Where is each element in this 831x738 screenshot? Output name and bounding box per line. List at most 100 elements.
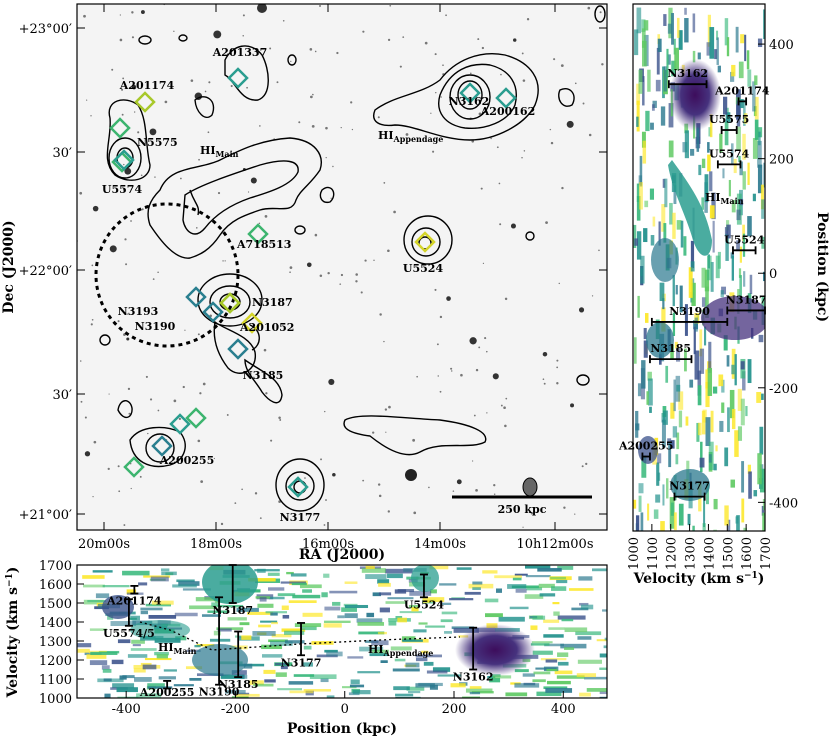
sky-map-background — [77, 4, 607, 530]
bottom-panel-emission-main — [102, 565, 535, 676]
bottom-panel-frame — [76, 564, 608, 699]
map-extra-marker — [169, 413, 191, 435]
sky-map-xlabel: RA (J2000) — [299, 547, 385, 563]
bottom-ytick-5: 1500 — [39, 597, 72, 612]
right-ytick-4: -400 — [769, 496, 798, 511]
bottom-label-1: A201174 — [106, 595, 162, 608]
bottom-xtick-4: 400 — [551, 702, 576, 717]
ra-tick-0: 20m00s — [78, 537, 130, 552]
dec-tick-1: 30′ — [53, 146, 73, 161]
dec-tick-0: +23°00′ — [19, 22, 72, 37]
right-xtick-7: 1700 — [759, 537, 774, 570]
right-ytick-3: -200 — [769, 382, 798, 397]
map-marker-N5575 — [109, 117, 131, 139]
map-label-N3177: N3177 — [280, 511, 321, 524]
map-extra-marker — [185, 286, 207, 308]
right-panel-emission-main — [638, 59, 765, 501]
ra-tick-3: 14m00s — [414, 537, 466, 552]
map-marker-N3177 — [287, 476, 309, 498]
right-ytick-2: 0 — [769, 267, 777, 282]
map-extra-marker — [123, 456, 145, 478]
map-marker-A201052 — [241, 312, 263, 334]
map-label-A718513: A718513 — [236, 238, 291, 251]
hi-contours — [99, 5, 606, 512]
map-marker-N3187 — [219, 292, 241, 314]
map-marker-N3185 — [227, 338, 249, 360]
map-marker-U5574 — [113, 149, 135, 171]
bottom-label-5: A200255 — [139, 686, 194, 699]
map-marker-A201337 — [227, 67, 249, 89]
bottom-panel-ticks: -400 -200 0 200 400 1000 1100 1200 1300 1400 1500 1… — [39, 559, 576, 717]
bottom-label-8: N3162 — [453, 671, 494, 684]
right-xtick-2: 1200 — [665, 537, 680, 570]
right-label-6: N3190 — [669, 305, 710, 318]
dec-tick-4: +21°00′ — [19, 508, 72, 523]
right-panel-ylabel: Position (kpc) — [814, 212, 830, 322]
map-marker-N3190 — [202, 301, 224, 323]
scale-bar-label: 250 kpc — [498, 503, 547, 516]
right-label-8: A200255 — [618, 440, 673, 453]
map-label-himain: HIMain — [200, 144, 239, 159]
bottom-label-3: N3190 — [199, 686, 240, 699]
map-label-N3187: N3187 — [252, 296, 293, 309]
ra-tick-2: 16m00s — [302, 537, 354, 552]
right-label-0: N3162 — [667, 67, 708, 80]
bottom-ytick-7: 1700 — [39, 559, 72, 574]
right-label-9: N3177 — [669, 480, 710, 493]
map-marker-A718513 — [247, 223, 269, 245]
right-xtick-5: 1500 — [721, 537, 736, 570]
bottom-xtick-1: -200 — [221, 702, 250, 717]
bottom-label-6: N3177 — [281, 656, 322, 669]
right-xtick-4: 1400 — [702, 537, 717, 570]
map-marker-U5524 — [414, 231, 436, 253]
right-pv-panel: N3162 A201174 U5575 U5574 U5524 N3187 N3190 N31… — [618, 3, 830, 587]
map-galaxies: A201337 A201174 N5575 U5574 A718513 N3193 N319… — [102, 46, 535, 524]
bottom-label-0: U5574/5 — [103, 627, 155, 640]
bottom-label-7: U5524 — [404, 598, 445, 611]
map-label-N3162: N3162 — [449, 95, 490, 108]
right-label-4: U5524 — [724, 233, 765, 246]
right-xtick-6: 1600 — [740, 537, 755, 570]
right-label-1: A201174 — [714, 84, 770, 97]
bottom-ytick-1: 1100 — [39, 673, 72, 688]
right-xtick-3: 1300 — [684, 537, 699, 570]
dec-tick-3: 30′ — [53, 388, 73, 403]
map-marker-A200162 — [495, 87, 517, 109]
ra-tick-4: 10h12m00s — [517, 537, 594, 552]
map-marker-A200255 — [151, 435, 173, 457]
map-label-A201337: A201337 — [212, 46, 267, 59]
bottom-label-2: N3187 — [212, 604, 253, 617]
bottom-xtick-0: -400 — [112, 702, 141, 717]
right-label-5: N3187 — [726, 293, 767, 306]
right-label-himain: HIMain — [705, 191, 744, 206]
dec-tick-2: +22°00′ — [19, 264, 72, 279]
map-label-N5575: N5575 — [137, 136, 178, 149]
bottom-ytick-2: 1200 — [39, 654, 72, 669]
right-panel-xlabel: Velocity (km s−1) — [633, 571, 765, 587]
ra-tick-1: 18m00s — [190, 537, 242, 552]
right-ytick-0: 400 — [769, 38, 794, 53]
bottom-ytick-4: 1400 — [39, 616, 72, 631]
bottom-xtick-3: 200 — [442, 702, 467, 717]
bottom-label-4: N3185 — [218, 678, 259, 691]
map-label-N3193: N3193 — [118, 305, 159, 318]
map-label-U5574: U5574 — [102, 183, 143, 196]
beam-ellipse — [522, 477, 538, 497]
bottom-ytick-0: 1000 — [39, 692, 72, 707]
right-ytick-1: 200 — [769, 153, 794, 168]
sky-stars — [77, 4, 604, 528]
right-label-2: U5575 — [709, 113, 749, 126]
map-marker-A201174 — [134, 91, 156, 113]
map-label-hiapp: HIAppendage — [378, 129, 443, 144]
n3193-circle — [94, 202, 240, 348]
map-extra-marker — [185, 407, 207, 429]
map-label-N3190: N3190 — [135, 320, 176, 333]
map-label-A200162: A200162 — [480, 105, 535, 118]
map-label-A201052: A201052 — [239, 321, 294, 334]
right-xtick-0: 1000 — [627, 537, 642, 570]
bottom-label-himain: HIMain — [158, 641, 197, 656]
bottom-label-hiapp: HIAppendage — [368, 643, 433, 658]
